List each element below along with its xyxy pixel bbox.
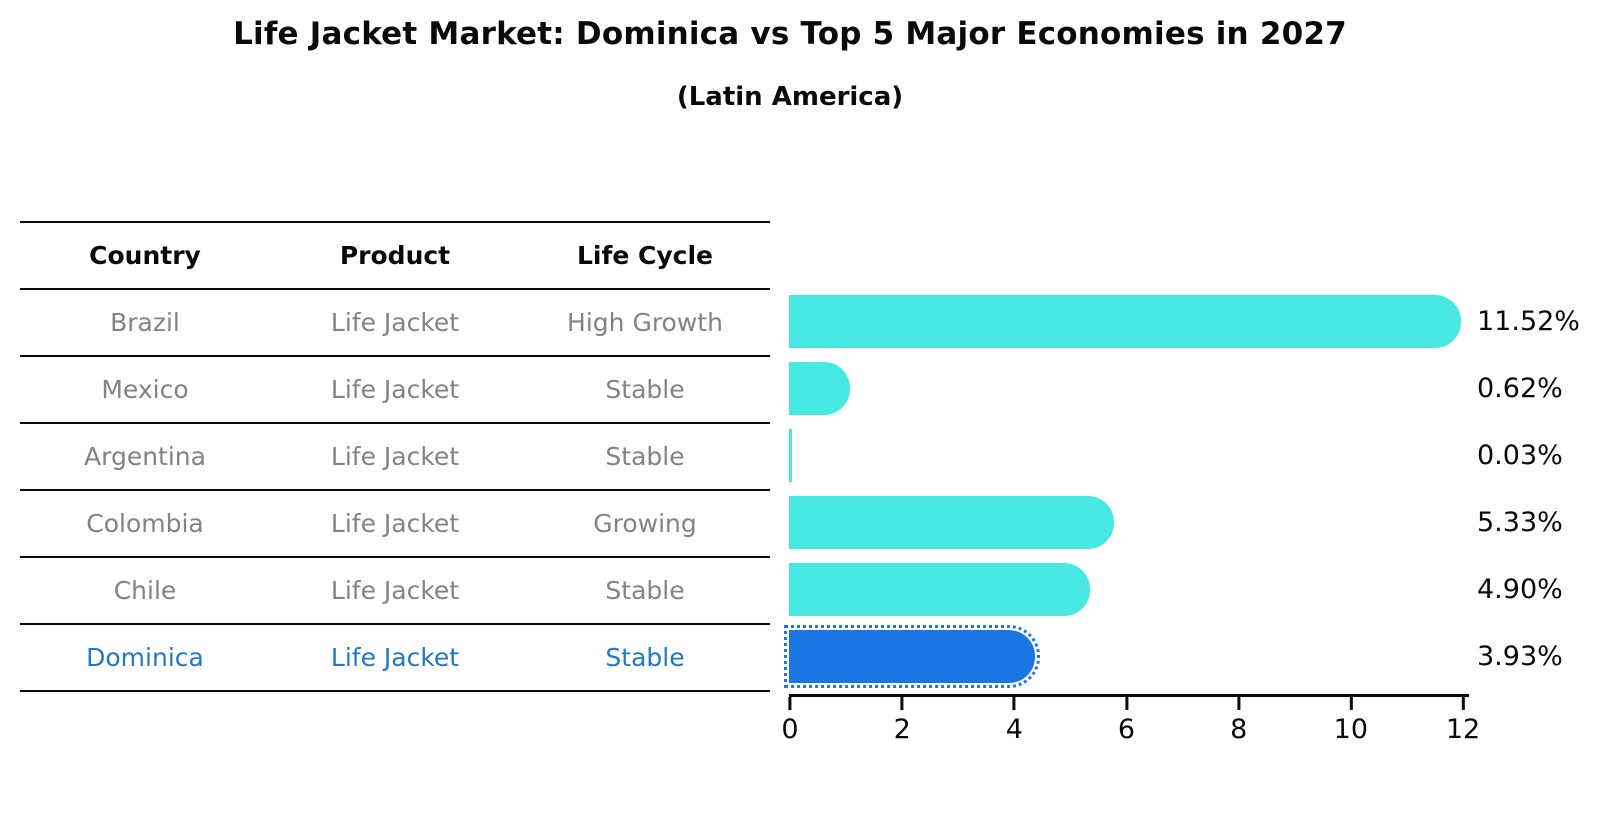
value-label-dominica: 3.93% [1477, 641, 1563, 672]
x-tick-10: 10 [1334, 697, 1368, 745]
bar-plot-area: 11.52% 0.62% 0.03% 5.33% 4.90% 3.93% [783, 288, 1604, 690]
x-tick-6: 6 [1118, 697, 1135, 745]
tick-mark [1012, 697, 1016, 710]
bar-row-colombia: 5.33% [789, 489, 1604, 556]
bar-dominica [783, 625, 1041, 688]
cell-country: Dominica [86, 643, 204, 672]
tick-mark [1461, 697, 1465, 710]
tick-mark [788, 697, 792, 710]
cell-life-cycle: High Growth [567, 308, 723, 337]
table-row-mexico: Mexico Life Jacket Stable [20, 357, 770, 424]
value-label-colombia: 5.33% [1477, 507, 1563, 538]
cell-country: Argentina [84, 442, 206, 471]
cell-product: Life Jacket [330, 509, 460, 538]
cell-life-cycle: Stable [605, 576, 685, 605]
bar-argentina [789, 429, 792, 482]
cell-country: Chile [113, 576, 177, 605]
table-row-dominica: Dominica Life Jacket Stable [20, 625, 770, 692]
tick-mark [1237, 697, 1241, 710]
table-row-brazil: Brazil Life Jacket High Growth [20, 290, 770, 357]
cell-product: Life Jacket [330, 576, 460, 605]
cell-product: Life Jacket [330, 375, 460, 404]
column-header-product: Product [339, 241, 451, 270]
tick-label: 0 [781, 714, 799, 745]
bar-row-mexico: 0.62% [789, 355, 1604, 422]
column-header-life-cycle: Life Cycle [576, 241, 714, 270]
value-label-chile: 4.90% [1477, 574, 1563, 605]
bar-row-chile: 4.90% [789, 556, 1604, 623]
bar-brazil [789, 295, 1462, 348]
x-tick-4: 4 [1006, 697, 1023, 745]
cell-life-cycle: Growing [593, 509, 697, 538]
value-label-brazil: 11.52% [1477, 306, 1580, 337]
bar-row-brazil: 11.52% [789, 288, 1604, 355]
table-row-chile: Chile Life Jacket Stable [20, 558, 770, 625]
cell-product: Life Jacket [330, 442, 460, 471]
value-label-argentina: 0.03% [1477, 440, 1563, 471]
bar-colombia [789, 496, 1114, 549]
x-tick-0: 0 [781, 697, 799, 745]
bar-row-dominica: 3.93% [783, 623, 1604, 690]
bar-mexico [789, 362, 850, 415]
cell-product: Life Jacket [330, 308, 460, 337]
cell-life-cycle: Stable [605, 375, 685, 404]
cell-product: Life Jacket [330, 643, 460, 672]
tick-label: 2 [893, 714, 911, 745]
cell-country: Mexico [101, 375, 189, 404]
country-table: Country Product Life Cycle Brazil Life J… [20, 221, 770, 692]
tick-label: 10 [1333, 714, 1369, 745]
column-header-country: Country [89, 241, 201, 270]
cell-life-cycle: Stable [605, 442, 685, 471]
tick-mark [900, 697, 904, 710]
table-header-row: Country Product Life Cycle [20, 223, 770, 290]
table-row-colombia: Colombia Life Jacket Growing [20, 491, 770, 558]
x-axis-ticks: 0 2 4 6 8 10 12 [781, 697, 1480, 757]
x-tick-8: 8 [1230, 697, 1247, 745]
x-tick-2: 2 [894, 697, 911, 745]
tick-label: 4 [1005, 714, 1023, 745]
cell-country: Colombia [86, 509, 204, 538]
x-tick-12: 12 [1446, 697, 1480, 745]
cell-life-cycle: Stable [605, 643, 685, 672]
tick-mark [1349, 697, 1353, 710]
bar-row-argentina: 0.03% [789, 422, 1604, 489]
cell-country: Brazil [110, 308, 180, 337]
tick-label: 6 [1117, 714, 1136, 745]
tick-label: 12 [1445, 714, 1481, 745]
page-subtitle: (Latin America) [676, 82, 904, 112]
tick-mark [1125, 697, 1128, 710]
bar-chile [789, 563, 1090, 616]
value-label-mexico: 0.62% [1477, 373, 1563, 404]
tick-label: 8 [1230, 714, 1248, 745]
x-axis-line [789, 694, 1469, 697]
page-title: Life Jacket Market: Dominica vs Top 5 Ma… [233, 16, 1347, 52]
table-row-argentina: Argentina Life Jacket Stable [20, 424, 770, 491]
